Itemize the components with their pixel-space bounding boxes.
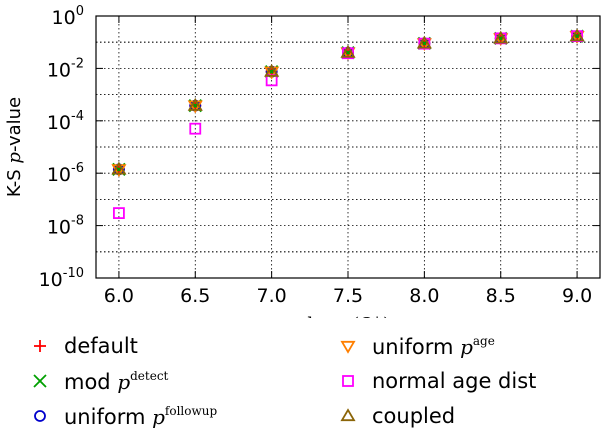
data-point bbox=[264, 63, 280, 77]
legend-item: uniform pfollowup bbox=[22, 401, 217, 431]
x-tick-label: 8.0 bbox=[409, 285, 439, 307]
x-tick-label: 7.0 bbox=[257, 285, 287, 307]
legend-marker bbox=[22, 401, 58, 431]
legend-label: coupled bbox=[372, 404, 456, 428]
legend-marker bbox=[22, 366, 58, 396]
legend-item: coupled bbox=[330, 401, 455, 431]
legend-marker-glyph bbox=[342, 375, 354, 387]
legend-item: normal age dist bbox=[330, 366, 536, 396]
legend-marker-glyph bbox=[340, 408, 356, 422]
x-tick-label: 6.0 bbox=[104, 285, 134, 307]
x-tick-label: 7.5 bbox=[333, 285, 363, 307]
legend-label: normal age dist bbox=[372, 369, 537, 393]
data-point bbox=[111, 161, 127, 175]
data-point bbox=[187, 97, 203, 111]
legend-marker-glyph bbox=[33, 374, 47, 388]
legend-label: mod pdetect bbox=[64, 368, 169, 394]
legend-marker bbox=[330, 366, 366, 396]
data-marks bbox=[111, 28, 585, 219]
data-point bbox=[569, 28, 585, 42]
data-point bbox=[416, 35, 432, 49]
data-point bbox=[189, 122, 202, 135]
legend-marker-glyph bbox=[34, 410, 46, 422]
y-tick-label: 10-8 bbox=[47, 214, 84, 239]
legend: default mod pdetect uniform pfollowup unifo… bbox=[0, 318, 613, 438]
legend-label: uniform pfollowup bbox=[64, 403, 218, 429]
x-tick-label: 9.0 bbox=[562, 285, 592, 307]
y-tick-label: 10-6 bbox=[47, 161, 84, 186]
data-point bbox=[264, 66, 280, 80]
x-axis-label: log10(Q*) bbox=[307, 314, 388, 318]
data-point bbox=[493, 30, 509, 44]
series-mod-p-detect bbox=[112, 29, 584, 177]
legend-marker bbox=[330, 331, 366, 361]
y-axis-label: K-S p-value bbox=[4, 97, 25, 197]
y-tick-label: 10-4 bbox=[47, 109, 84, 134]
data-point bbox=[340, 44, 356, 58]
legend-item: default bbox=[22, 331, 138, 361]
y-tick-label: 10-2 bbox=[47, 56, 84, 81]
legend-item: uniform page bbox=[330, 331, 495, 361]
legend-marker bbox=[22, 331, 58, 361]
ks-pvalue-chart: 10-10 10-8 10-6 10-4 10-2 100 6.0 6.5 7.0 7.5 8.0 8… bbox=[4, 4, 601, 318]
x-tick-label: 8.5 bbox=[486, 285, 516, 307]
y-tick-label: 10-10 bbox=[39, 266, 84, 291]
legend-marker bbox=[330, 401, 366, 431]
legend-marker-glyph bbox=[340, 340, 356, 354]
legend-label: uniform page bbox=[372, 333, 495, 359]
axis-ticks: 10-10 10-8 10-6 10-4 10-2 100 6.0 6.5 7.0 7.5 8.0 8… bbox=[39, 4, 600, 307]
series-coupled bbox=[111, 28, 585, 175]
data-point bbox=[113, 207, 125, 219]
x-tick-label: 6.5 bbox=[180, 285, 210, 307]
legend-label: default bbox=[64, 334, 138, 358]
legend-marker-glyph bbox=[34, 340, 46, 352]
legend-item: mod pdetect bbox=[22, 366, 168, 396]
data-point bbox=[111, 164, 127, 178]
data-point bbox=[187, 100, 203, 114]
y-tick-label: 100 bbox=[52, 4, 84, 29]
